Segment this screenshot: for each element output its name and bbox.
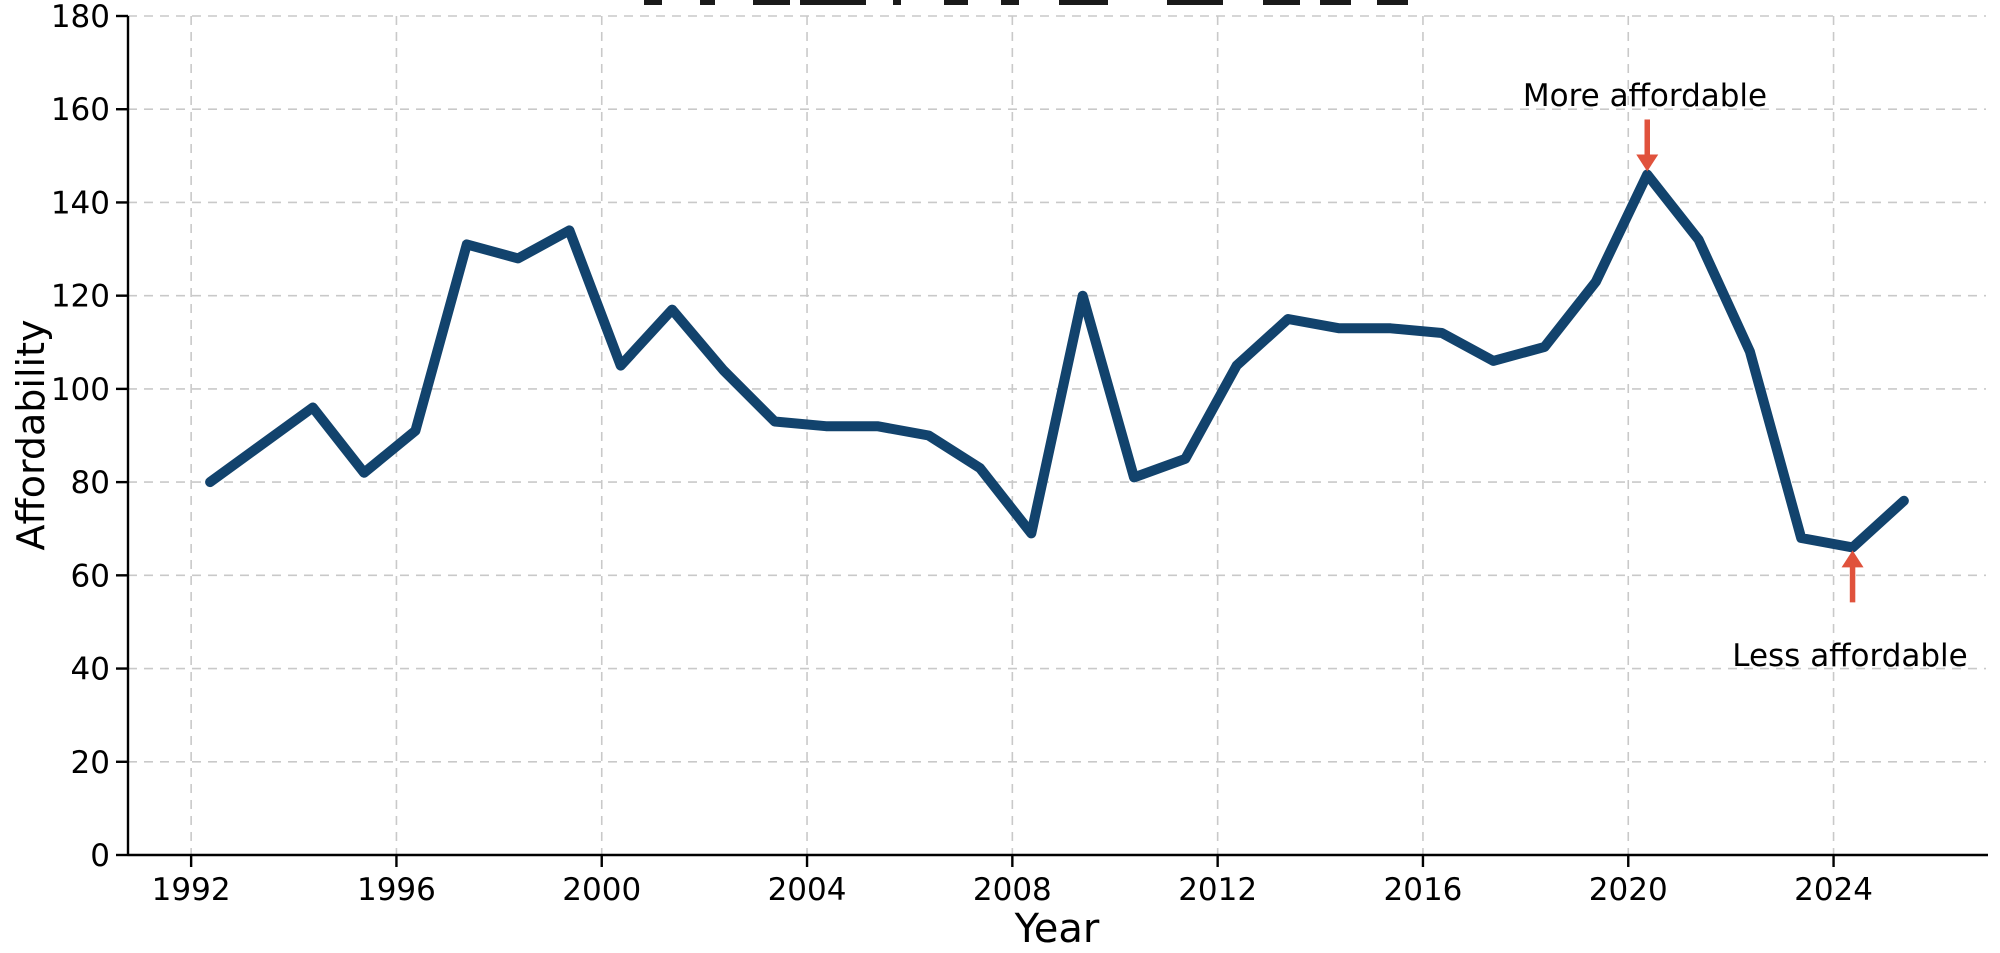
x-tick-label: 2000	[562, 872, 641, 908]
y-tick-label: 160	[51, 92, 110, 128]
x-tick-label: 2024	[1794, 872, 1873, 908]
x-tick-label: 2012	[1178, 872, 1257, 908]
title-glyph-fragment	[753, 0, 790, 5]
y-tick-label: 40	[71, 652, 110, 688]
y-tick-label: 100	[51, 372, 110, 408]
y-tick-label: 60	[71, 558, 110, 594]
annotation-more-affordable-label: More affordable	[1523, 78, 1767, 114]
down-arrow-head-icon	[1636, 154, 1659, 172]
title-glyph-fragment	[700, 0, 715, 5]
title-glyph-fragment	[644, 0, 662, 5]
title-glyph-fragment	[1263, 0, 1300, 5]
axes-spines	[126, 16, 1988, 857]
y-tick-label: 120	[51, 279, 110, 315]
title-glyph-fragment	[1377, 0, 1408, 5]
tick-marks	[116, 14, 1835, 867]
affordability-line-series	[205, 169, 1909, 553]
x-axis-title: Year	[1014, 906, 1100, 952]
x-tick-label: 2004	[768, 872, 847, 908]
y-axis-title: Affordability	[9, 320, 53, 551]
clipped-title-remnant	[644, 0, 1408, 5]
x-tick-label: 2016	[1384, 872, 1463, 908]
title-glyph-fragment	[1059, 0, 1108, 5]
y-tick-label: 0	[90, 838, 110, 874]
title-glyph-fragment	[800, 0, 866, 5]
affordability-line	[205, 169, 1909, 553]
title-glyph-fragment	[893, 0, 901, 5]
y-tick-label: 180	[51, 0, 110, 35]
gridlines	[128, 15, 1986, 855]
title-glyph-fragment	[944, 0, 968, 5]
up-arrow-head-icon	[1841, 550, 1864, 568]
annotation-less-affordable-label: Less affordable	[1732, 638, 1968, 674]
title-glyph-fragment	[1167, 0, 1223, 5]
x-tick-label: 1996	[357, 872, 436, 908]
x-tick-label: 2020	[1589, 872, 1668, 908]
y-tick-label: 80	[71, 465, 110, 501]
annotations	[1636, 119, 1864, 603]
x-tick-label: 1992	[152, 872, 231, 908]
tick-labels: 1992 1996 2000 2004 2008 2012 2016 2020 2024 0 20 4…	[51, 0, 1873, 908]
title-glyph-fragment	[1320, 0, 1351, 5]
y-tick-label: 20	[71, 745, 110, 781]
title-glyph-fragment	[1001, 0, 1019, 5]
x-tick-label: 2008	[973, 872, 1052, 908]
y-tick-label: 140	[51, 185, 110, 221]
